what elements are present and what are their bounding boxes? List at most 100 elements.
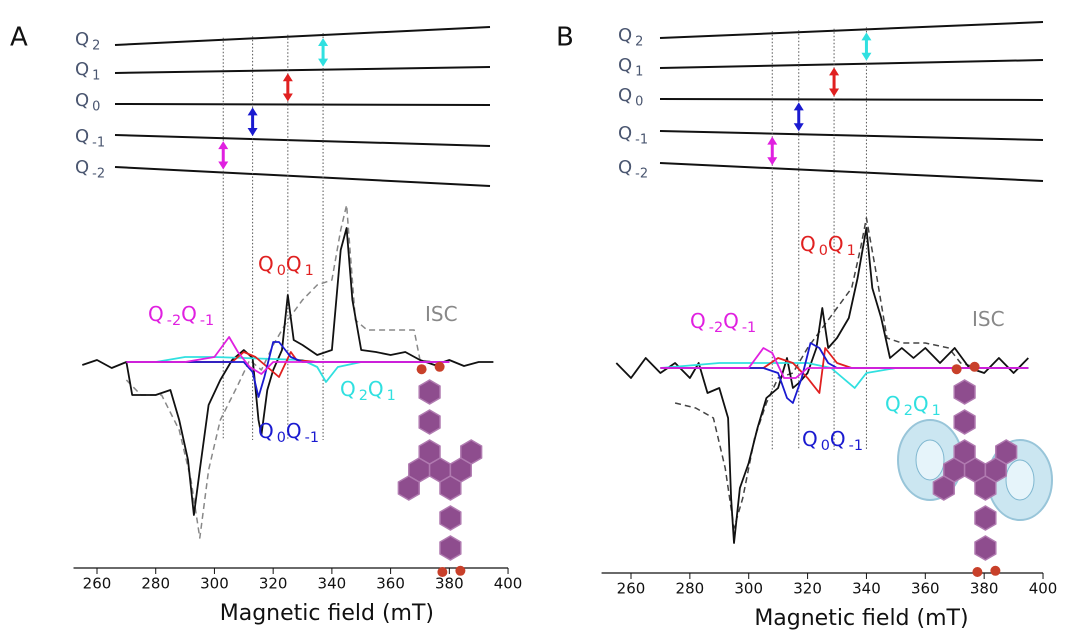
- annotation-part: 2: [904, 403, 913, 419]
- level-label-part: Q: [75, 157, 89, 178]
- x-tick-label: 340: [318, 575, 347, 593]
- annotation-part: Q: [258, 252, 274, 276]
- annotation-part: -1: [305, 430, 319, 446]
- annotation: Q 0Q -1: [802, 427, 863, 455]
- spectrum-line: [615, 227, 1029, 544]
- annotation: Q 0Q 1: [800, 232, 856, 260]
- x-tick-label: 320: [793, 580, 822, 598]
- level-label: Q -1: [618, 123, 648, 147]
- level-label-part: -1: [92, 135, 105, 150]
- annotation-part: Q: [148, 302, 164, 326]
- energy-level: [659, 98, 1044, 101]
- molecule-ring: [953, 379, 976, 405]
- molecule-atom: [416, 364, 427, 375]
- spectrum-line: [660, 347, 1029, 379]
- molecule-ring: [418, 409, 441, 435]
- level-label: Q -1: [75, 126, 105, 150]
- level-label-part: 2: [635, 34, 643, 49]
- annotation-part: 2: [359, 388, 368, 404]
- level-label-part: Q: [618, 55, 632, 76]
- molecule: [897, 361, 1053, 577]
- molecule-ring: [439, 475, 462, 501]
- annotation: Q 0Q -1: [258, 419, 319, 447]
- molecule-ring: [995, 439, 1018, 465]
- spectrum-line: [660, 362, 1029, 389]
- molecule-ring: [974, 505, 997, 531]
- level-label-part: -2: [635, 166, 648, 181]
- annotation: Q -2Q -1: [690, 309, 756, 337]
- annotation-part: Q: [690, 309, 706, 333]
- molecule-atom: [969, 361, 980, 372]
- x-tick-label: 260: [617, 580, 646, 598]
- annotation-part: Q: [830, 427, 846, 451]
- molecule-ring: [953, 439, 976, 465]
- molecule-ring: [439, 535, 462, 561]
- annotation-part: Q: [258, 419, 274, 443]
- annotation-part: Q: [885, 392, 901, 416]
- annotation: Q 2Q 1: [340, 377, 396, 405]
- annotation-part: ISC: [425, 302, 458, 326]
- level-label: Q -2: [75, 157, 105, 181]
- arrow-head: [247, 107, 258, 116]
- energy-level: [659, 21, 1044, 39]
- panel-label: A: [10, 23, 28, 53]
- arrow-head: [829, 88, 840, 97]
- level-label-part: Q: [618, 25, 632, 46]
- x-tick-label: 260: [83, 575, 112, 593]
- annotation: Q -2Q -1: [148, 302, 214, 330]
- x-tick-label: 360: [911, 580, 940, 598]
- level-label-part: -1: [635, 132, 648, 147]
- spectrum-line: [126, 351, 450, 378]
- molecule-atom: [437, 567, 448, 577]
- annotation-part: Q: [800, 232, 816, 256]
- annotation-part: Q: [181, 302, 197, 326]
- molecule-ring: [974, 475, 997, 501]
- annotation: ISC: [972, 307, 1005, 331]
- x-tick-label: 300: [200, 575, 229, 593]
- annotation-part: ISC: [972, 307, 1005, 331]
- energy-level: [659, 130, 1044, 141]
- annotation-part: 0: [277, 430, 286, 446]
- energy-level: [659, 59, 1044, 69]
- arrow-head: [767, 157, 778, 166]
- annotation: ISC: [425, 302, 458, 326]
- arrow-head: [318, 58, 329, 67]
- x-tick-label: 320: [259, 575, 288, 593]
- x-tick-label: 340: [852, 580, 881, 598]
- level-label-part: Q: [75, 126, 89, 147]
- panel-label: B: [556, 23, 574, 53]
- molecule-ring: [932, 475, 955, 501]
- annotation-part: -1: [200, 313, 214, 329]
- x-tick-label: 380: [435, 575, 464, 593]
- annotation-part: Q: [802, 427, 818, 451]
- x-tick-label: 380: [970, 580, 999, 598]
- arrow-head: [829, 67, 840, 76]
- energy-level: [114, 103, 491, 106]
- arrow-head: [282, 93, 293, 102]
- arrow-head: [767, 136, 778, 145]
- x-tick-label: 360: [376, 575, 405, 593]
- level-label-part: Q: [75, 29, 89, 50]
- spectrum-line: [126, 341, 450, 398]
- energy-level: [114, 26, 491, 46]
- level-label-part: 1: [635, 64, 643, 79]
- annotation-part: 0: [819, 243, 828, 259]
- level-label-part: Q: [75, 59, 89, 80]
- annotation: Q 2Q 1: [885, 392, 941, 420]
- annotation-part: Q: [723, 309, 739, 333]
- annotation-part: 1: [387, 388, 396, 404]
- annotation-part: -1: [849, 438, 863, 454]
- spectrum-line: [660, 342, 1029, 404]
- annotation-part: -2: [167, 313, 181, 329]
- arrow-head: [247, 128, 258, 137]
- arrow-head: [282, 73, 293, 82]
- cyclodextrin-hole: [1005, 459, 1035, 501]
- level-label-part: Q: [618, 157, 632, 178]
- molecule-ring: [460, 439, 483, 465]
